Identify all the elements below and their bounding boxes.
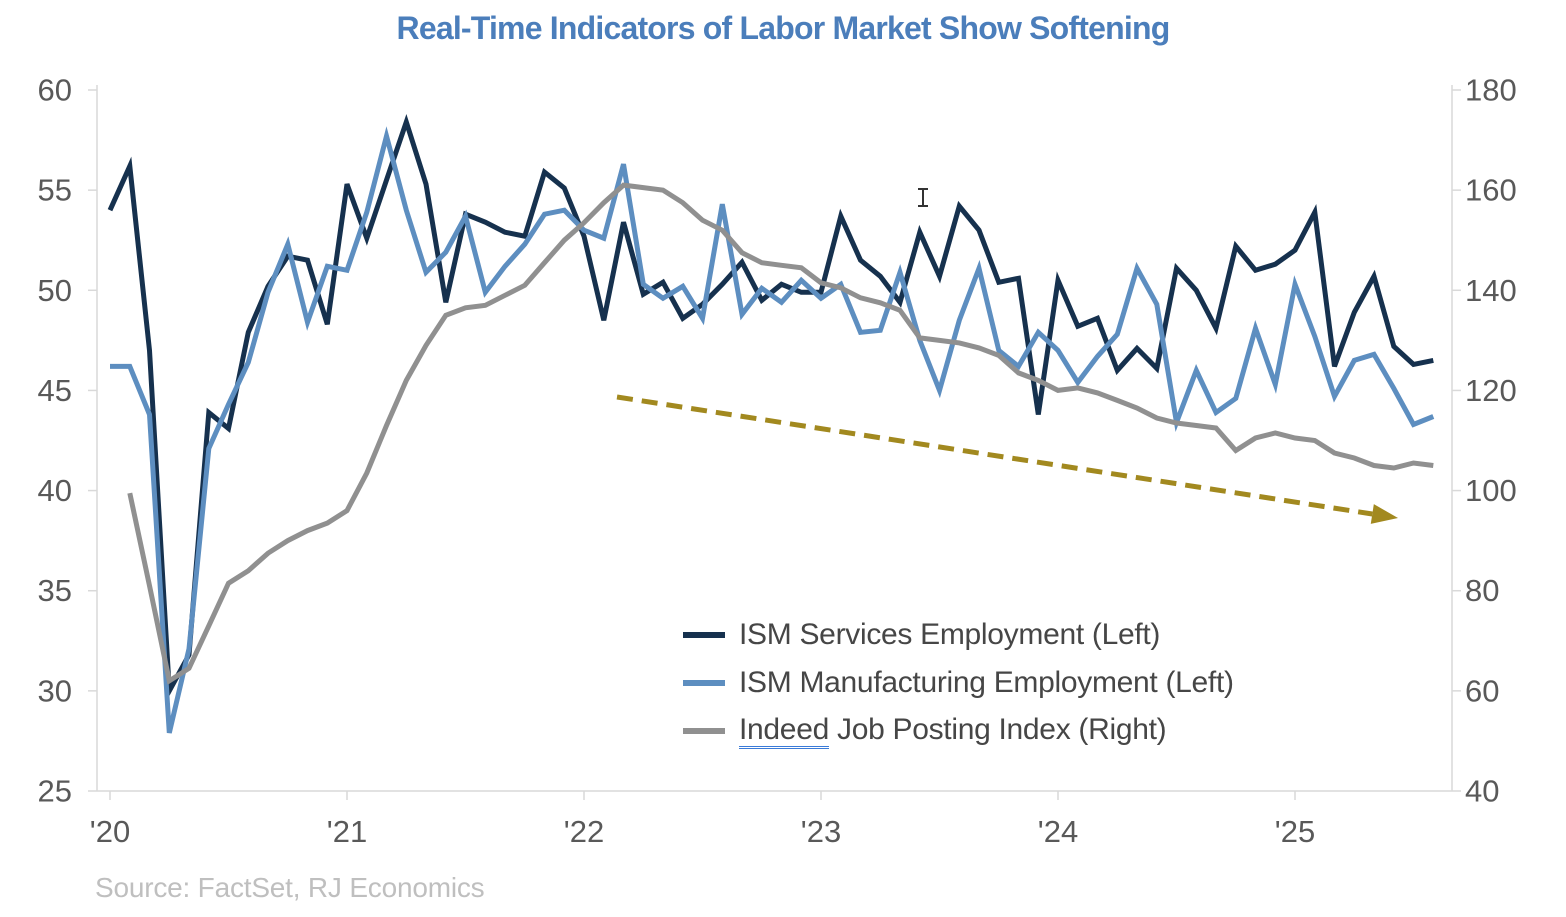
right-axis-tick-label: 140 — [1465, 273, 1517, 308]
x-axis-tick-label: '22 — [564, 814, 604, 849]
legend-label: Indeed Job Posting Index (Right) — [739, 713, 1167, 749]
legend-label-rest: Job Posting Index (Right) — [828, 713, 1167, 747]
series-line-ism-manufacturing-employment-left — [110, 126, 1435, 734]
right-axis-tick-label: 160 — [1465, 173, 1517, 208]
chart-legend: ISM Services Employment (Left) ISM Manuf… — [683, 611, 1234, 755]
legend-item-ism-services: ISM Services Employment (Left) — [683, 611, 1234, 659]
source-attribution: Source: FactSet, RJ Economics — [95, 872, 485, 903]
left-axis-tick-label: 35 — [38, 573, 72, 608]
series-line-indeed-job-posting-index-right — [127, 182, 1434, 685]
text-cursor-icon — [918, 188, 928, 207]
right-axis-tick-label: 180 — [1465, 73, 1517, 108]
legend-swatch-gray — [683, 728, 725, 734]
trend-arrow-line — [616, 394, 1373, 517]
right-axis-tick-label: 40 — [1465, 774, 1499, 809]
legend-item-ism-manufacturing: ISM Manufacturing Employment (Left) — [683, 659, 1234, 707]
left-axis-tick-label: 60 — [38, 73, 72, 108]
legend-swatch-blue — [683, 680, 725, 686]
legend-swatch-navy — [683, 632, 725, 638]
left-axis-tick-label: 45 — [38, 373, 72, 408]
left-axis-tick-label: 55 — [38, 173, 72, 208]
left-axis-tick-label: 40 — [38, 473, 72, 508]
right-axis-tick-label: 60 — [1465, 673, 1499, 708]
legend-word-indeed: Indeed — [739, 714, 829, 749]
series-line-ism-services-employment-left — [107, 114, 1434, 700]
left-axis-tick-label: 50 — [38, 273, 72, 308]
right-axis-tick-label: 100 — [1465, 473, 1517, 508]
left-axis-tick-label: 25 — [38, 774, 72, 809]
legend-label: ISM Manufacturing Employment (Left) — [739, 666, 1234, 699]
left-axis-tick-label: 30 — [38, 673, 72, 708]
x-axis-tick-label: '25 — [1275, 814, 1315, 849]
legend-label: ISM Services Employment (Left) — [739, 618, 1161, 651]
x-axis-tick-label: '24 — [1038, 814, 1078, 849]
right-axis-tick-label: 120 — [1465, 373, 1517, 408]
x-axis-tick-label: '21 — [327, 814, 367, 849]
x-axis-tick-label: '23 — [801, 814, 841, 849]
x-axis-tick-label: '20 — [90, 814, 130, 849]
legend-item-indeed: Indeed Job Posting Index (Right) — [683, 707, 1234, 755]
right-axis-tick-label: 80 — [1465, 573, 1499, 608]
chart-title: Real-Time Indicators of Labor Market Sho… — [396, 10, 1171, 46]
trend-arrow-head — [1370, 504, 1398, 524]
